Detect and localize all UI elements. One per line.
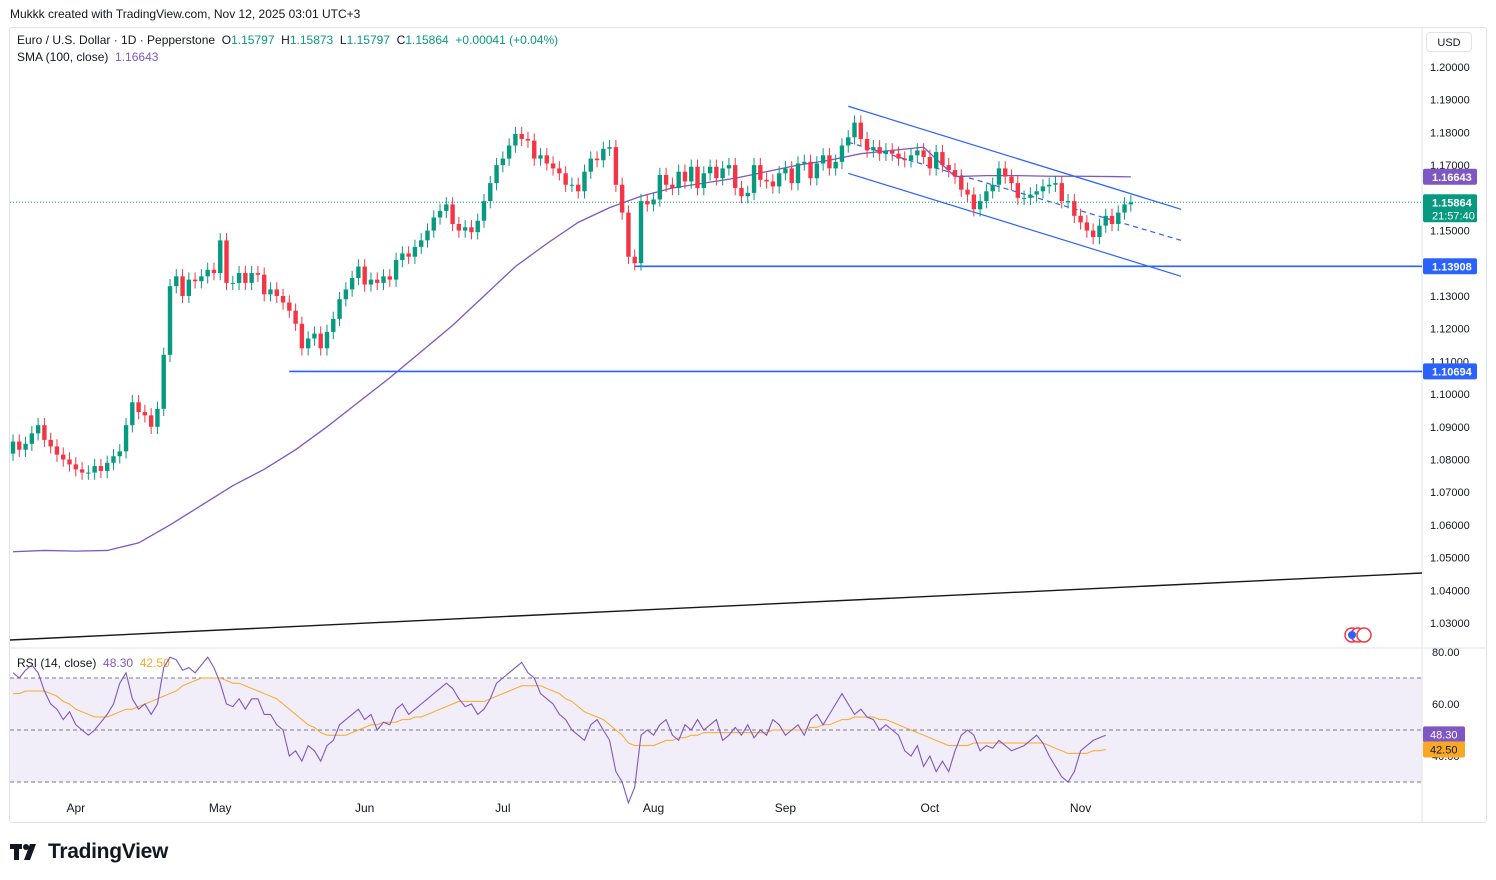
brand-name: TradingView — [48, 840, 169, 863]
symbol-name: Euro / U.S. Dollar · 1D · Pepperstone — [17, 33, 216, 47]
sma-value: 1.16643 — [115, 50, 159, 64]
tradingview-logo-icon — [10, 844, 36, 860]
close-label: C — [396, 33, 406, 47]
chart-frame — [9, 27, 1487, 823]
low-value: 1.15797 — [346, 33, 390, 47]
rsi-legend[interactable]: RSI (14, close) 48.30 42.50 — [17, 656, 170, 670]
high-value: 1.15873 — [289, 33, 334, 47]
rsi-ma-value: 42.50 — [139, 656, 170, 670]
currency-button[interactable]: USD — [1426, 32, 1472, 52]
open-value: 1.15797 — [231, 33, 275, 47]
close-value: 1.15864 — [405, 33, 449, 47]
high-label: H — [281, 33, 290, 47]
creator-caption: Mukkk created with TradingView.com, Nov … — [10, 7, 361, 21]
low-label: L — [339, 33, 347, 47]
rsi-value: 48.30 — [103, 656, 134, 670]
tradingview-logo: TradingView — [10, 840, 168, 864]
sma-label: SMA (100, close) — [17, 50, 109, 64]
rsi-label: RSI (14, close) — [17, 656, 97, 670]
open-label: O — [221, 33, 232, 47]
change-value: +0.00041 (+0.04%) — [455, 33, 559, 47]
sma-legend[interactable]: SMA (100, close) 1.16643 — [17, 50, 158, 64]
symbol-legend[interactable]: Euro / U.S. Dollar · 1D · Pepperstone O1… — [17, 33, 558, 47]
